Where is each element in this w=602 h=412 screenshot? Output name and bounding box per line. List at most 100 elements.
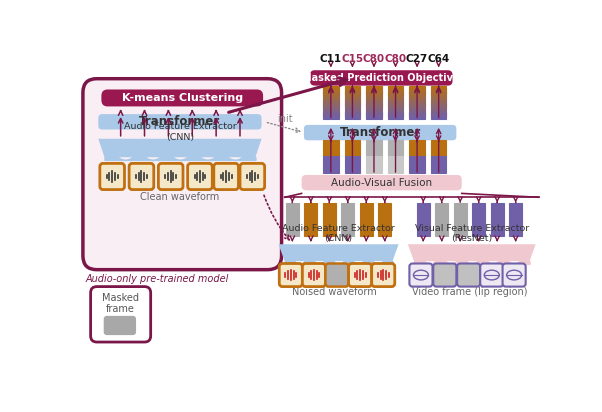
Bar (431, 102, 446, 104)
Text: Audio Feature Extractor
(CNN): Audio Feature Extractor (CNN) (282, 224, 395, 243)
Bar (366, 101, 382, 103)
Bar (323, 94, 338, 96)
FancyBboxPatch shape (188, 164, 213, 190)
Bar (345, 114, 360, 116)
Bar (435, 204, 448, 236)
Bar (345, 88, 360, 89)
Bar (345, 107, 360, 108)
Bar (431, 94, 446, 95)
Bar (286, 204, 299, 236)
FancyBboxPatch shape (326, 264, 349, 287)
FancyBboxPatch shape (480, 264, 503, 287)
Bar (388, 91, 403, 93)
Bar (388, 105, 403, 107)
Bar (323, 89, 338, 90)
Bar (431, 94, 446, 96)
Bar (388, 108, 403, 109)
Bar (323, 112, 338, 114)
FancyBboxPatch shape (129, 164, 154, 190)
Bar (345, 104, 360, 106)
Bar (323, 92, 338, 94)
Bar (388, 98, 403, 99)
Bar (366, 90, 382, 91)
Bar (366, 112, 382, 114)
Bar (345, 87, 360, 88)
Bar (345, 109, 360, 110)
Bar (431, 157, 446, 173)
Bar (366, 107, 382, 108)
Bar (345, 108, 360, 109)
FancyBboxPatch shape (101, 89, 263, 106)
Bar (388, 115, 403, 117)
Polygon shape (98, 139, 261, 157)
Bar (323, 87, 338, 88)
Bar (409, 90, 425, 91)
Bar (378, 204, 391, 236)
Bar (409, 109, 425, 110)
Bar (323, 157, 338, 173)
Bar (323, 108, 338, 109)
Bar (345, 102, 360, 104)
Bar (431, 96, 446, 97)
Bar (323, 99, 338, 101)
Bar (366, 94, 382, 95)
Bar (345, 157, 360, 173)
Bar (431, 117, 446, 118)
Bar (366, 91, 382, 93)
Bar (409, 105, 425, 107)
Text: C15: C15 (341, 54, 364, 64)
Bar (366, 105, 382, 107)
Bar (323, 90, 338, 91)
Bar (345, 111, 360, 112)
Bar (345, 92, 360, 94)
Bar (409, 94, 425, 95)
Bar (388, 111, 403, 112)
Bar (366, 110, 382, 111)
Bar (366, 98, 382, 99)
Bar (323, 104, 338, 106)
Bar (509, 204, 522, 236)
Text: K-means Clustering: K-means Clustering (122, 93, 243, 103)
Bar (388, 140, 403, 157)
Bar (388, 103, 403, 105)
FancyBboxPatch shape (409, 264, 432, 287)
Bar (366, 111, 382, 112)
Bar (345, 101, 360, 103)
Text: C27: C27 (406, 54, 428, 64)
Bar (472, 204, 485, 236)
Text: init: init (277, 114, 293, 124)
Bar (409, 110, 425, 111)
FancyBboxPatch shape (503, 264, 526, 287)
Bar (409, 98, 425, 99)
Bar (431, 86, 446, 87)
Bar (345, 115, 360, 117)
Bar (366, 87, 382, 88)
Bar (345, 100, 360, 101)
Bar (388, 89, 403, 90)
Bar (417, 204, 430, 236)
Bar (323, 140, 338, 157)
Bar (345, 91, 360, 93)
Bar (431, 100, 446, 101)
FancyBboxPatch shape (104, 316, 136, 335)
Bar (345, 118, 360, 119)
Bar (409, 114, 425, 116)
Bar (360, 204, 373, 236)
Bar (388, 113, 403, 115)
Bar (431, 89, 446, 90)
Bar (431, 108, 446, 109)
Bar (431, 92, 446, 94)
Bar (388, 110, 403, 111)
Bar (345, 103, 360, 105)
Text: Transformer: Transformer (139, 115, 220, 128)
Bar (366, 89, 382, 90)
Bar (431, 113, 446, 115)
Text: Transformer: Transformer (340, 126, 421, 139)
Bar (366, 100, 382, 101)
Bar (431, 88, 446, 89)
Bar (323, 88, 338, 89)
FancyBboxPatch shape (100, 164, 125, 190)
Bar (323, 115, 338, 117)
Bar (431, 101, 446, 103)
Text: C80: C80 (363, 54, 385, 64)
